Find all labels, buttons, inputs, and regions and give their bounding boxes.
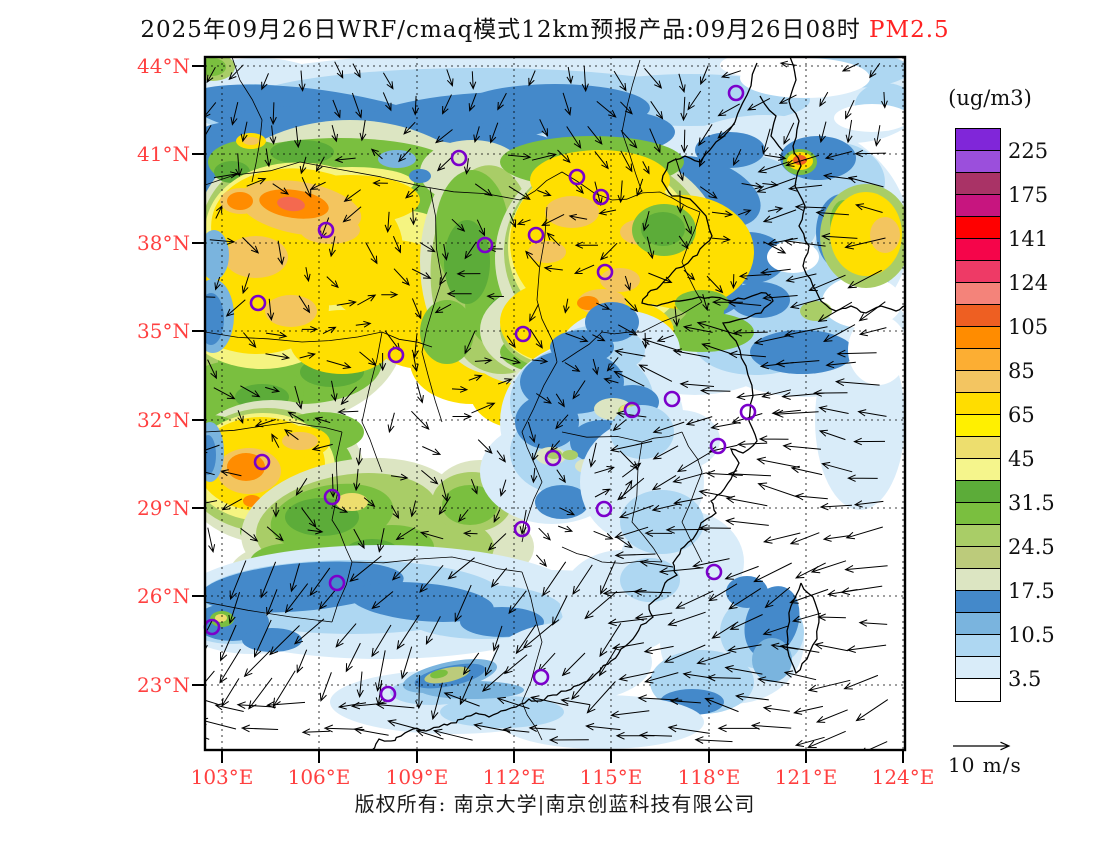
colorbar-cell	[955, 502, 1001, 526]
colorbar-cell	[955, 348, 1001, 372]
station-marker	[328, 574, 346, 592]
lon-label: 112°E	[482, 765, 546, 789]
colorbar-cell	[955, 150, 1001, 174]
colorbar-cell	[955, 370, 1001, 394]
colorbar-cell	[955, 546, 1001, 570]
station-marker	[532, 668, 550, 686]
station-marker	[568, 168, 586, 186]
station-marker	[623, 401, 641, 419]
colorbar-tick-label: 65	[1008, 403, 1035, 427]
lat-label: 44°N	[137, 54, 190, 78]
wind-scale-label: 10 m/s	[948, 753, 1022, 777]
station-marker	[727, 84, 745, 102]
colorbar-cell	[955, 260, 1001, 284]
colorbar-cell	[955, 480, 1001, 504]
map-frame	[192, 55, 907, 763]
station-marker	[663, 390, 681, 408]
colorbar-tick-label: 17.5	[1008, 579, 1055, 603]
lat-label: 26°N	[137, 584, 190, 608]
title-text: 2025年09月26日WRF/cmaq模式12km预报产品:09月26日08时	[140, 17, 861, 43]
station-marker	[317, 221, 335, 239]
colorbar-cell	[955, 436, 1001, 460]
colorbar-cell	[955, 172, 1001, 196]
colorbar-tick-label: 3.5	[1008, 667, 1042, 691]
colorbar-cell	[955, 414, 1001, 438]
colorbar-cell	[955, 678, 1001, 702]
colorbar-cell	[955, 282, 1001, 306]
colorbar-tick-label: 124	[1008, 271, 1049, 295]
colorbar-tick-label: 175	[1008, 183, 1049, 207]
station-marker	[595, 500, 613, 518]
colorbar-cell	[955, 568, 1001, 592]
colorbar-cell	[955, 612, 1001, 636]
colorbar-tick-label: 10.5	[1008, 623, 1055, 647]
title-pollutant-label: PM2.5	[860, 17, 950, 43]
lon-label: 115°E	[579, 765, 643, 789]
colorbar-tick-label: 85	[1008, 359, 1035, 383]
lat-label: 29°N	[137, 496, 190, 520]
station-marker	[387, 346, 405, 364]
lat-label: 38°N	[137, 231, 190, 255]
wind-scale-arrow-icon	[953, 741, 1011, 751]
colorbar-tick-label: 45	[1008, 447, 1035, 471]
station-marker	[544, 449, 562, 467]
colorbar-cell	[955, 216, 1001, 240]
colorbar-cell	[955, 326, 1001, 350]
station-marker	[379, 685, 397, 703]
station-marker	[592, 188, 610, 206]
colorbar-cell	[955, 238, 1001, 262]
station-marker	[323, 488, 341, 506]
colorbar-cell	[955, 458, 1001, 482]
colorbar-cell	[955, 656, 1001, 680]
page-title: 2025年09月26日WRF/cmaq模式12km预报产品:09月26日08时 …	[0, 10, 1090, 44]
lat-label: 41°N	[137, 142, 190, 166]
colorbar-cell	[955, 634, 1001, 658]
station-marker	[527, 226, 545, 244]
station-marker	[709, 437, 727, 455]
colorbar-tick-label: 105	[1008, 315, 1049, 339]
lon-label: 109°E	[385, 765, 449, 789]
station-marker	[249, 294, 267, 312]
colorbar-cell	[955, 128, 1001, 152]
lon-label: 103°E	[190, 765, 254, 789]
station-marker	[476, 236, 494, 254]
colorbar-cell	[955, 392, 1001, 416]
colorbar-tick-label: 24.5	[1008, 535, 1055, 559]
copyright-text: 版权所有: 南京大学|南京创蓝科技有限公司	[354, 792, 756, 816]
station-marker	[513, 520, 531, 538]
station-marker	[253, 453, 271, 471]
colorbar-tick-label: 225	[1008, 139, 1049, 163]
lat-label: 35°N	[137, 319, 190, 343]
lon-label: 124°E	[871, 765, 935, 789]
lon-label: 121°E	[774, 765, 838, 789]
lon-label: 118°E	[677, 765, 741, 789]
station-marker	[514, 325, 532, 343]
station-marker	[450, 149, 468, 167]
station-markers	[203, 84, 757, 703]
station-marker	[596, 263, 614, 281]
colorbar-cell	[955, 590, 1001, 614]
colorbar-tick-label: 31.5	[1008, 491, 1055, 515]
lat-label: 23°N	[137, 673, 190, 697]
colorbar-cell	[955, 304, 1001, 328]
wind-vector-arrows	[205, 60, 889, 750]
pm25-concentration-field	[205, 57, 905, 749]
colorbar-cell	[955, 524, 1001, 548]
lon-label: 106°E	[287, 765, 351, 789]
colorbar-tick-label: 141	[1008, 227, 1049, 251]
station-marker	[705, 563, 723, 581]
colorbar-unit: (ug/m3)	[948, 86, 1032, 110]
lat-label: 32°N	[137, 408, 190, 432]
colorbar-cell	[955, 194, 1001, 218]
station-marker	[739, 403, 757, 421]
